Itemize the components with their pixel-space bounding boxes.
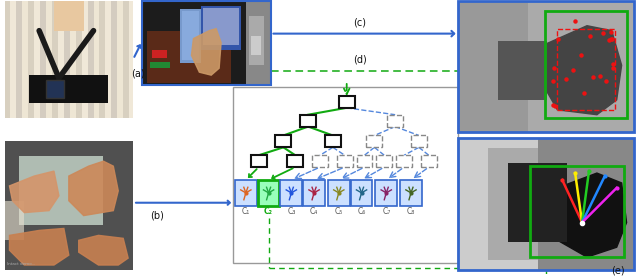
Bar (498, 40, 547, 100)
Text: C₂: C₂ (264, 207, 273, 216)
Bar (303, 180, 325, 206)
Bar (142, 1, 271, 85)
Bar (249, 16, 264, 65)
Bar (124, 1, 129, 118)
Bar (46, 80, 64, 98)
Bar (251, 36, 260, 55)
Bar (396, 155, 412, 167)
Bar (458, 1, 527, 132)
Text: C₅: C₅ (335, 207, 343, 216)
Bar (300, 115, 316, 127)
Bar (129, 1, 133, 118)
Bar (34, 1, 40, 118)
Bar (4, 1, 10, 118)
Polygon shape (79, 235, 128, 265)
Polygon shape (10, 229, 69, 265)
Bar (93, 1, 99, 118)
Bar (400, 180, 422, 206)
Bar (152, 50, 166, 58)
Bar (258, 180, 280, 206)
Polygon shape (538, 26, 621, 115)
Bar (117, 1, 124, 118)
Bar (40, 1, 46, 118)
Bar (70, 1, 76, 118)
Bar (147, 31, 231, 83)
Polygon shape (191, 29, 221, 75)
Bar (458, 138, 538, 270)
Bar (76, 1, 82, 118)
Bar (17, 1, 22, 118)
Text: C₈: C₈ (407, 207, 415, 216)
Text: C₁: C₁ (242, 207, 250, 216)
Bar (545, 11, 627, 118)
Bar (458, 1, 634, 132)
Bar (4, 1, 133, 118)
Text: Intact demo...: Intact demo... (6, 262, 35, 266)
Bar (204, 8, 239, 45)
Bar (58, 1, 64, 118)
Bar (376, 155, 392, 167)
Bar (180, 9, 202, 63)
Bar (325, 135, 340, 147)
Bar (10, 1, 17, 118)
Bar (488, 148, 538, 260)
Text: (d): (d) (353, 54, 367, 64)
Text: C₇: C₇ (382, 207, 390, 216)
Bar (88, 1, 93, 118)
Text: (a): (a) (131, 68, 145, 78)
Bar (111, 1, 117, 118)
Bar (367, 135, 382, 147)
Bar (508, 163, 567, 242)
Bar (52, 1, 58, 118)
Bar (411, 135, 427, 147)
Bar (82, 1, 88, 118)
Bar (280, 180, 302, 206)
Bar (54, 1, 84, 31)
Bar (275, 135, 291, 147)
Bar (233, 87, 458, 263)
Bar (376, 180, 397, 206)
Bar (46, 1, 52, 118)
Bar (356, 155, 372, 167)
Bar (312, 155, 328, 167)
Text: (c): (c) (353, 18, 366, 28)
Text: (b): (b) (150, 211, 164, 220)
Bar (22, 1, 28, 118)
Text: (e): (e) (611, 265, 625, 275)
Bar (182, 11, 199, 60)
Bar (339, 96, 355, 108)
Bar (64, 1, 70, 118)
Bar (142, 1, 271, 85)
Bar (328, 180, 349, 206)
Text: C₄: C₄ (310, 207, 318, 216)
Bar (4, 201, 24, 240)
Text: C₆: C₆ (357, 207, 365, 216)
Bar (458, 138, 634, 270)
Bar (19, 156, 104, 225)
Bar (28, 1, 34, 118)
Bar (235, 180, 257, 206)
Bar (530, 166, 623, 257)
Polygon shape (552, 173, 627, 257)
Bar (351, 180, 372, 206)
Polygon shape (10, 171, 59, 213)
Bar (246, 1, 271, 85)
Text: C₃: C₃ (287, 207, 296, 216)
Bar (4, 142, 133, 270)
Bar (106, 1, 111, 118)
Bar (458, 138, 634, 270)
Bar (557, 29, 614, 110)
Polygon shape (69, 161, 118, 216)
Bar (287, 155, 303, 167)
Bar (99, 1, 106, 118)
Bar (150, 62, 170, 68)
Bar (458, 1, 634, 132)
Bar (29, 75, 108, 103)
Bar (251, 155, 267, 167)
Bar (421, 155, 436, 167)
Bar (202, 6, 241, 50)
Bar (387, 115, 403, 127)
Bar (337, 155, 353, 167)
